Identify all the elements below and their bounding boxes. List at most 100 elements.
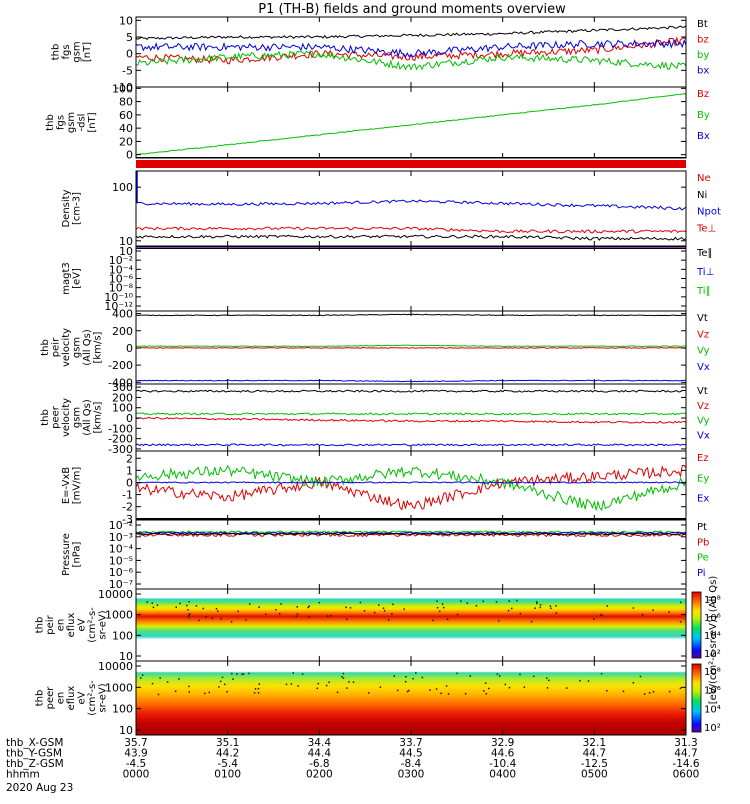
y-tick-label: 10⁻⁴ (109, 263, 134, 276)
y-tick-label: 10⁻⁵ (109, 554, 133, 567)
panel-ylabel-line: Pressure (61, 533, 72, 576)
spectrogram-speck (508, 600, 510, 602)
legend-item: Te∥ (696, 248, 713, 259)
y-tick-label: -100 (108, 422, 133, 435)
colorbar (691, 663, 702, 733)
legend-item: Pb (697, 537, 709, 548)
spectrogram-speck (546, 687, 549, 689)
spectrogram-speck (151, 602, 154, 604)
spectrogram-speck (668, 690, 671, 693)
spectrogram-speck (445, 685, 448, 687)
colorbar-tick-label: 10⁴ (704, 704, 721, 715)
spectrogram-speck (539, 604, 542, 606)
spectrogram-speck (245, 619, 247, 621)
spectrogram-speck (392, 603, 394, 606)
spectrogram-speck (186, 604, 188, 607)
x-axis-row-label: thb_Z-GSM (6, 758, 64, 770)
spectrogram-speck (555, 605, 557, 607)
spectrogram-speck (265, 613, 267, 615)
spectrogram-speck (159, 677, 161, 679)
spectrogram-speck (218, 686, 220, 688)
x-axis-value: -5.4 (217, 758, 238, 770)
y-tick-label: 100 (112, 703, 133, 716)
panel-ylabel-line: peir (50, 337, 61, 357)
colorbar-tick-label: 10⁶ (704, 613, 721, 624)
spectrogram-speck (483, 690, 485, 692)
y-tick-label: 10 (119, 14, 133, 27)
spectrogram-speck (211, 617, 214, 620)
spectrogram-speck (175, 606, 177, 608)
y-tick-label: 2 (126, 452, 133, 465)
spectrogram-speck (188, 685, 190, 688)
panel-content (136, 313, 686, 383)
panel-ylabel-line: en (56, 692, 67, 705)
x-axis-value: 35.7 (124, 737, 147, 749)
spectrogram-speck (188, 600, 190, 603)
y-tick-label: -5 (122, 64, 133, 77)
y-tick-label: 0 (126, 48, 133, 61)
spectrogram-speck (346, 687, 348, 689)
spectrogram-speck (226, 690, 228, 693)
y-tick-label: 10 (119, 245, 133, 258)
legend-item: Vt (697, 386, 708, 397)
y-tick-label: -300 (108, 443, 133, 456)
spectrogram-speck (296, 606, 298, 608)
panel-ylabel-line: (All Qs) (82, 329, 93, 366)
x-axis-value: 44.4 (308, 748, 332, 760)
spectrogram-speck (258, 683, 261, 685)
spectrogram-speck (507, 609, 510, 612)
spectrogram-speck (446, 618, 449, 621)
spectrogram-speck (146, 601, 149, 603)
spectrogram-speck (352, 681, 355, 683)
spectrogram-speck (482, 600, 485, 603)
legend-item: Vx (697, 430, 710, 441)
spectrogram-speck (307, 606, 310, 609)
spectrogram-speck (318, 601, 321, 604)
panel-ylabel-line: [km/s] (92, 331, 103, 363)
spectrogram-speck (336, 691, 339, 694)
spectrogram-speck (436, 600, 438, 603)
legend-item: Pe (697, 553, 709, 564)
panel-pressure: Pressure [nPa] 10⁻²10⁻³10⁻⁴10⁻⁵10⁻⁶10⁻⁷ Pt P… (61, 519, 710, 591)
spectrogram-speck (275, 608, 277, 611)
x-axis-value: 0500 (581, 769, 608, 781)
series-Ex (136, 481, 686, 484)
panel-frame (135, 86, 687, 159)
spectrogram-speck (632, 682, 635, 684)
panel-ylabel-line: fgs (61, 44, 72, 59)
legend-item: Ti⊥ (696, 267, 714, 278)
spectrogram-speck (187, 616, 190, 619)
spectrogram-speck (258, 606, 260, 608)
pressure-series (136, 530, 686, 534)
panel-ylabel-line: thb (35, 690, 46, 707)
x-axis-value: 44.7 (674, 748, 697, 760)
spectrogram-speck (504, 683, 507, 686)
y-tick-label: 1 (126, 464, 133, 477)
spectrogram-speck (555, 612, 558, 614)
series-Vy (136, 344, 686, 348)
panel-content (136, 530, 686, 538)
spectrogram-speck (508, 686, 511, 689)
y-tick-label: 10⁻³ (109, 531, 133, 544)
y-tick-label: 10⁻⁶ (109, 273, 134, 286)
spectrogram (136, 589, 686, 661)
y-tick-label: -1 (122, 489, 133, 502)
spectrogram-speck (280, 603, 282, 605)
colorbar-side-label: [eV/(cm²-s-sr-eV)] (All Qs) (708, 576, 719, 705)
panel-ylabel-line: gsm (71, 337, 82, 358)
series-by (136, 50, 686, 71)
panel-frame (135, 383, 687, 452)
series-bx (136, 38, 686, 58)
series-Vx (136, 443, 686, 447)
spectrogram-speck (349, 607, 352, 609)
y-tick-label: 400 (112, 308, 133, 321)
x-axis-value: 0000 (123, 769, 150, 781)
y-tick-label: 10⁻⁸ (109, 282, 134, 295)
panel-ylabel-line: eflux (66, 686, 77, 711)
spectrogram-speck (495, 601, 498, 603)
y-tick-label: -10 (115, 81, 133, 94)
legend-item: Pi (697, 568, 706, 579)
y-tick-label: -200 (108, 359, 133, 372)
panel-frame (135, 170, 687, 247)
